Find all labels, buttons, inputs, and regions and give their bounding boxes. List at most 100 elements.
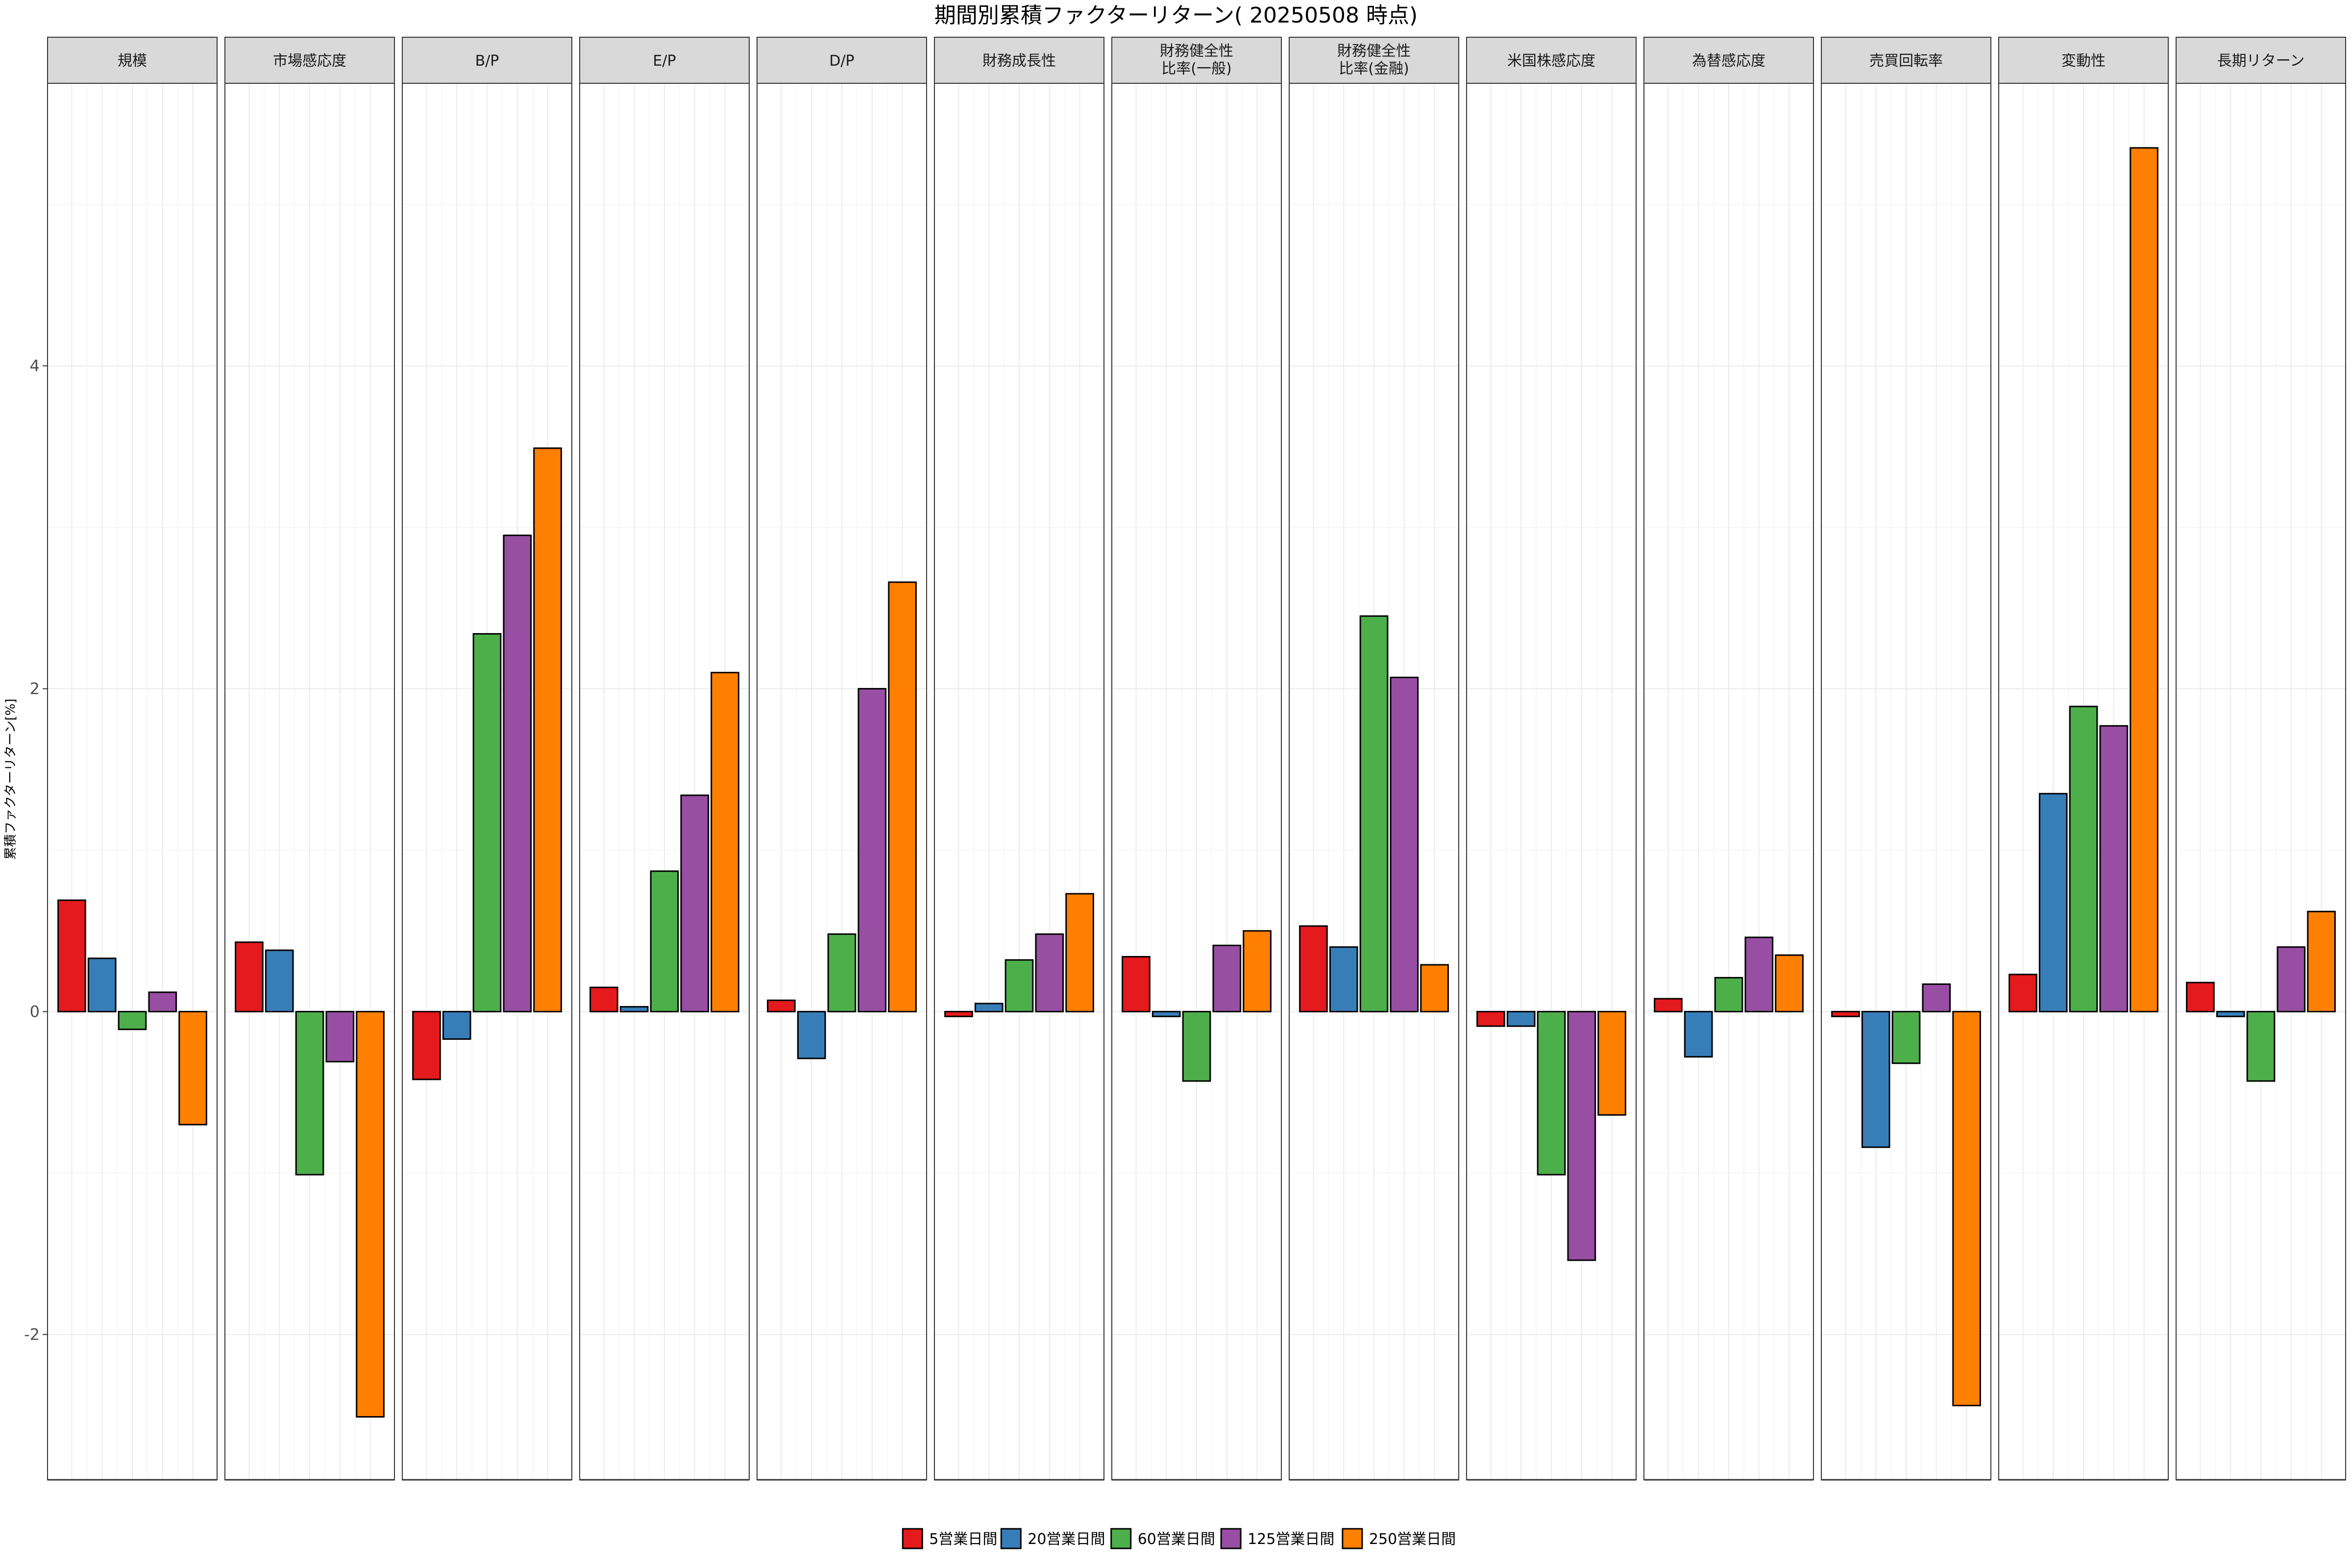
bar: [1506, 1011, 1536, 1027]
facet-label: B/P: [475, 52, 499, 70]
bar: [1684, 1011, 1713, 1058]
bar: [1182, 1011, 1211, 1082]
bar: [1891, 1011, 1921, 1064]
y-axis-ticks: -2 0 2 4: [24, 357, 48, 1344]
legend-label: 5営業日間: [929, 1531, 997, 1548]
facet-label: E/P: [653, 52, 676, 70]
bar: [767, 999, 796, 1013]
facet-strip: [1289, 37, 1459, 84]
legend-item: 5営業日間: [902, 1528, 997, 1549]
facet-strip: [757, 37, 927, 84]
bar: [472, 633, 502, 1013]
bar: [1861, 1011, 1890, 1148]
facet-panel: 規模: [47, 37, 218, 1481]
bar: [2246, 1011, 2276, 1082]
facet-panel: 売買回転率: [1821, 37, 1991, 1481]
bar: [680, 794, 710, 1013]
bar: [2099, 725, 2129, 1013]
legend-swatch: [1110, 1528, 1132, 1549]
facet-panel: 変動性: [1998, 37, 2169, 1481]
bar: [974, 1003, 1004, 1013]
facet-panels: 規模 市場感応度 B/P E/P D/P 財務成長性財務健全性比率(一般)財務健全性比率(…: [47, 37, 2346, 1481]
facet-panel: E/P: [579, 37, 750, 1481]
bar: [1714, 977, 1743, 1013]
facet-strip: [934, 37, 1104, 84]
facet-label: D/P: [829, 52, 854, 70]
facet-label: 比率(金融): [1339, 60, 1409, 77]
facet-label: 財務健全性: [1160, 43, 1233, 60]
bar: [589, 986, 618, 1013]
facet-strip: [402, 37, 572, 84]
bar: [2009, 974, 2037, 1013]
bar: [1775, 954, 1804, 1013]
facet-panel: D/P: [757, 37, 927, 1481]
facet-strip: [1998, 37, 2169, 84]
bar: [1035, 933, 1064, 1013]
facet-strip: [579, 37, 750, 84]
y-tick-label: 2: [30, 680, 40, 698]
bar: [1952, 1011, 1981, 1406]
facet-strip: [224, 37, 395, 84]
bar: [1299, 925, 1328, 1013]
legend-label: 20営業日間: [1028, 1531, 1105, 1548]
bar: [944, 1011, 973, 1017]
bar: [87, 957, 117, 1013]
facet-panel: 為替感応度: [1643, 37, 1814, 1481]
facet-panel: 長期リターン: [2176, 37, 2346, 1481]
legend: 5営業日間 20営業日間 60営業日間 125営業日間 250営業日間: [902, 1528, 1456, 1549]
legend-label: 250営業日間: [1369, 1531, 1456, 1548]
bar: [412, 1011, 441, 1080]
legend-swatch: [1000, 1528, 1022, 1549]
bar: [295, 1011, 324, 1176]
facet-panel: 財務成長性: [934, 37, 1104, 1481]
bar: [2216, 1011, 2245, 1017]
legend-swatch: [1342, 1528, 1363, 1549]
bar: [650, 870, 679, 1013]
bar: [533, 447, 562, 1013]
y-tick-label: 0: [30, 1003, 40, 1021]
bar: [1212, 944, 1242, 1013]
bar: [148, 991, 177, 1013]
legend-swatch: [902, 1528, 923, 1549]
facet-label: 比率(一般): [1161, 60, 1231, 77]
bar: [235, 941, 264, 1013]
bar: [118, 1011, 147, 1030]
bar: [2130, 147, 2158, 1013]
bar: [1922, 983, 1951, 1013]
facet-strip: [1821, 37, 1991, 84]
bar: [1390, 676, 1419, 1013]
bar: [178, 1011, 207, 1126]
bar: [1654, 998, 1683, 1013]
bar: [888, 581, 917, 1013]
facet-panel: B/P: [402, 37, 572, 1481]
bar: [1420, 964, 1449, 1013]
facet-strip: [1643, 37, 1814, 84]
bar: [1065, 893, 1094, 1013]
bar: [797, 1011, 826, 1059]
facet-strip: [1466, 37, 1637, 84]
bar: [1476, 1011, 1505, 1027]
facet-panel: 市場感応度: [224, 37, 395, 1481]
bar: [1152, 1011, 1181, 1017]
bar: [1329, 946, 1358, 1013]
bar: [2069, 706, 2098, 1013]
bar: [1537, 1011, 1566, 1176]
legend-label: 60営業日間: [1138, 1531, 1215, 1548]
bar: [503, 535, 532, 1013]
bar: [710, 672, 739, 1013]
bar: [1004, 959, 1034, 1013]
facet-label: 為替感応度: [1692, 52, 1765, 70]
bar: [2186, 981, 2215, 1013]
bar: [1744, 936, 1774, 1013]
legend-item: 20営業日間: [1000, 1528, 1105, 1549]
bar: [858, 688, 887, 1013]
y-tick-label: 4: [30, 357, 40, 375]
bar: [442, 1011, 471, 1040]
facet-panel: 米国株感応度: [1466, 37, 1637, 1481]
facet-label: 長期リターン: [2217, 52, 2305, 70]
bar: [827, 933, 857, 1013]
